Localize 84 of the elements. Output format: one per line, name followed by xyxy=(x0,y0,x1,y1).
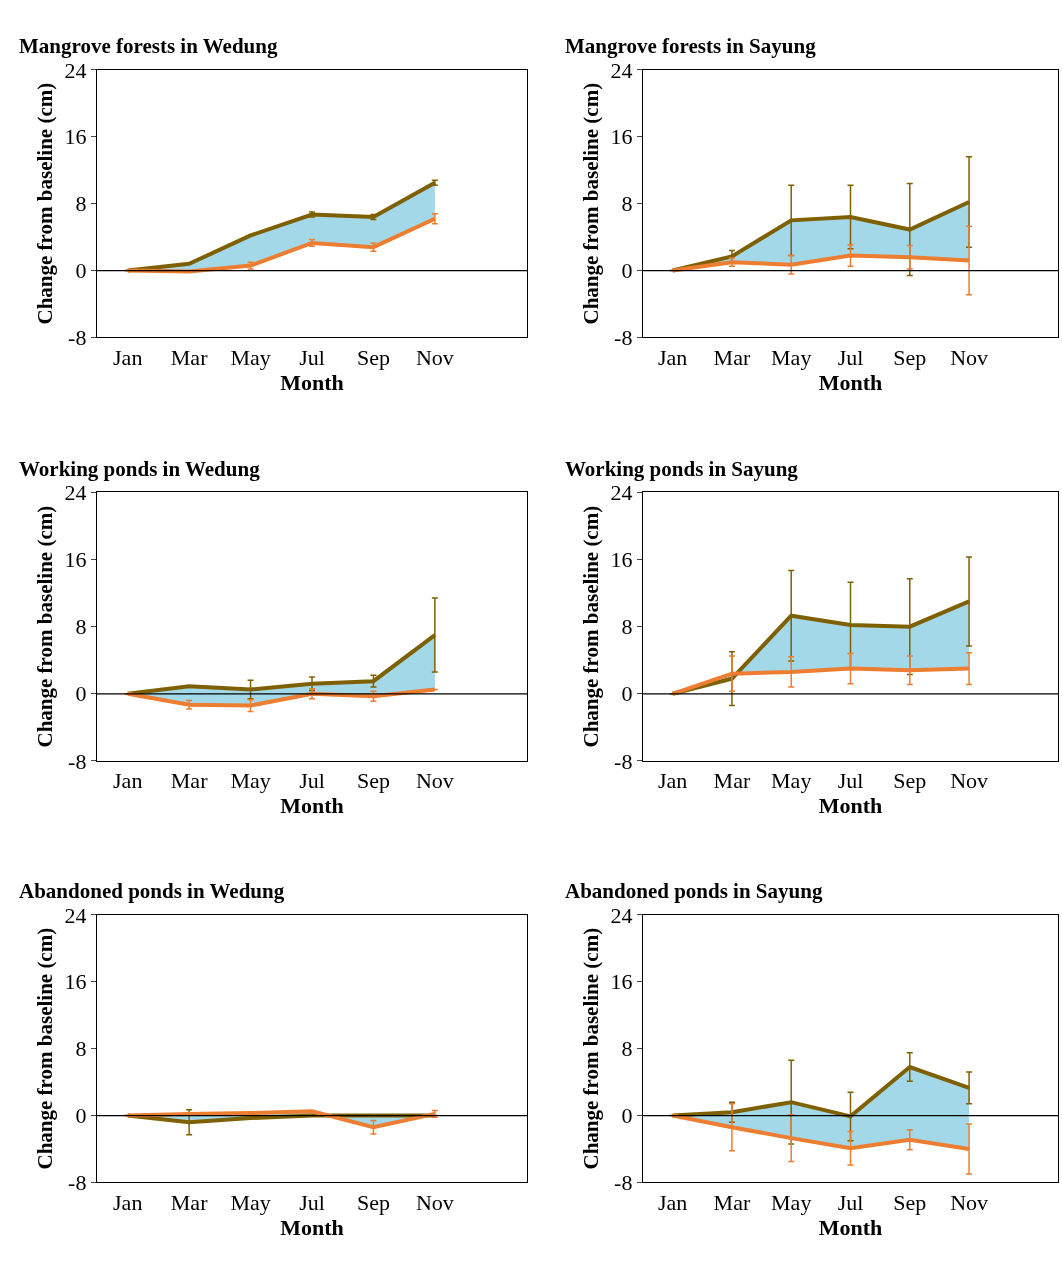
x-tick-label: Mar xyxy=(713,345,751,370)
x-tick-label: Mar xyxy=(170,1190,209,1216)
y-tick-label: 16 xyxy=(64,124,87,150)
x-tick-label: May xyxy=(230,768,271,794)
x-tick-label: Mar xyxy=(713,1190,751,1216)
y-tick-label: 16 xyxy=(610,124,633,150)
y-tick-label: 8 xyxy=(75,191,87,217)
x-axis-title: Month xyxy=(280,370,344,395)
y-axis-title: Change from baseline (cm) xyxy=(578,82,603,325)
x-tick-label: Jan xyxy=(657,768,688,794)
y-tick-label: -8 xyxy=(68,1170,87,1196)
y-axis-title: Change from baseline (cm) xyxy=(578,505,603,748)
y-tick-label: 0 xyxy=(75,1103,87,1129)
x-tick-label: Jan xyxy=(113,345,143,370)
x-tick-label: May xyxy=(230,345,271,370)
y-tick-label: 8 xyxy=(621,1036,633,1062)
x-axis-title: Month xyxy=(818,793,883,819)
y-tick-label: 24 xyxy=(64,902,87,928)
y-tick-label: 24 xyxy=(64,57,87,83)
x-tick-label: Sep xyxy=(893,1190,927,1216)
y-tick-label: 8 xyxy=(75,614,87,640)
y-tick-label: 16 xyxy=(64,969,87,995)
y-tick-label: -8 xyxy=(68,748,87,774)
x-tick-label: Jan xyxy=(657,345,688,370)
x-axis-title: Month xyxy=(818,1215,883,1241)
chart-title: Working ponds in Wedung xyxy=(19,457,261,481)
y-tick-label: 0 xyxy=(75,258,87,284)
x-axis-title: Month xyxy=(280,1215,344,1241)
y-tick-label: 8 xyxy=(75,1036,87,1062)
x-tick-label: Mar xyxy=(713,768,751,794)
x-tick-label: May xyxy=(771,345,812,370)
x-tick-label: Sep xyxy=(893,768,927,794)
y-tick-label: -8 xyxy=(68,325,87,351)
x-tick-label: Nov xyxy=(415,345,454,370)
y-tick-label: 24 xyxy=(610,57,633,83)
chart-title: Working ponds in Sayung xyxy=(565,457,799,481)
x-tick-label: Nov xyxy=(415,768,454,794)
x-tick-label: Jul xyxy=(837,768,864,794)
x-tick-label: Jan xyxy=(113,768,143,794)
x-tick-label: Jul xyxy=(299,345,325,370)
x-tick-label: Jan xyxy=(113,1190,143,1216)
y-tick-label: -8 xyxy=(614,748,633,774)
y-tick-label: 0 xyxy=(75,681,87,707)
x-tick-label: Mar xyxy=(170,768,209,794)
y-tick-label: 24 xyxy=(610,902,633,928)
chart-title: Mangrove forests in Wedung xyxy=(19,34,278,58)
y-tick-label: -8 xyxy=(614,1170,633,1196)
x-axis-title: Month xyxy=(280,793,344,819)
y-tick-label: 0 xyxy=(621,1103,633,1129)
x-tick-label: Nov xyxy=(950,768,989,794)
x-tick-label: Jul xyxy=(299,768,325,794)
x-tick-label: Jan xyxy=(657,1190,688,1216)
x-tick-label: Nov xyxy=(950,345,989,370)
y-tick-label: 8 xyxy=(621,614,633,640)
x-tick-label: Jul xyxy=(837,1190,864,1216)
x-tick-label: Sep xyxy=(893,345,927,370)
chart-title: Abandoned ponds in Wedung xyxy=(19,879,285,903)
x-tick-label: May xyxy=(230,1190,271,1216)
y-tick-label: 16 xyxy=(610,547,633,573)
y-axis-title: Change from baseline (cm) xyxy=(32,505,57,748)
x-tick-label: Sep xyxy=(356,768,390,794)
chart-title: Mangrove forests in Sayung xyxy=(565,34,817,58)
x-tick-label: Jul xyxy=(837,345,864,370)
x-tick-label: Sep xyxy=(356,1190,390,1216)
y-tick-label: 24 xyxy=(610,480,633,506)
y-axis-title: Change from baseline (cm) xyxy=(32,927,57,1170)
x-tick-label: Mar xyxy=(170,345,209,370)
y-tick-label: 8 xyxy=(621,191,633,217)
x-tick-label: Jul xyxy=(299,1190,325,1216)
y-tick-label: 0 xyxy=(621,681,633,707)
chart-title: Abandoned ponds in Sayung xyxy=(565,879,823,903)
x-tick-label: May xyxy=(771,768,812,794)
x-tick-label: Nov xyxy=(950,1190,989,1216)
y-tick-label: 16 xyxy=(610,969,633,995)
x-axis-title: Month xyxy=(818,370,883,395)
y-tick-label: -8 xyxy=(614,325,633,351)
x-tick-label: Sep xyxy=(356,345,390,370)
y-axis-title: Change from baseline (cm) xyxy=(32,82,57,325)
y-tick-label: 0 xyxy=(621,258,633,284)
y-tick-label: 16 xyxy=(64,547,87,573)
x-tick-label: Nov xyxy=(415,1190,454,1216)
x-tick-label: May xyxy=(771,1190,812,1216)
y-axis-title: Change from baseline (cm) xyxy=(578,927,603,1170)
y-tick-label: 24 xyxy=(64,480,87,506)
